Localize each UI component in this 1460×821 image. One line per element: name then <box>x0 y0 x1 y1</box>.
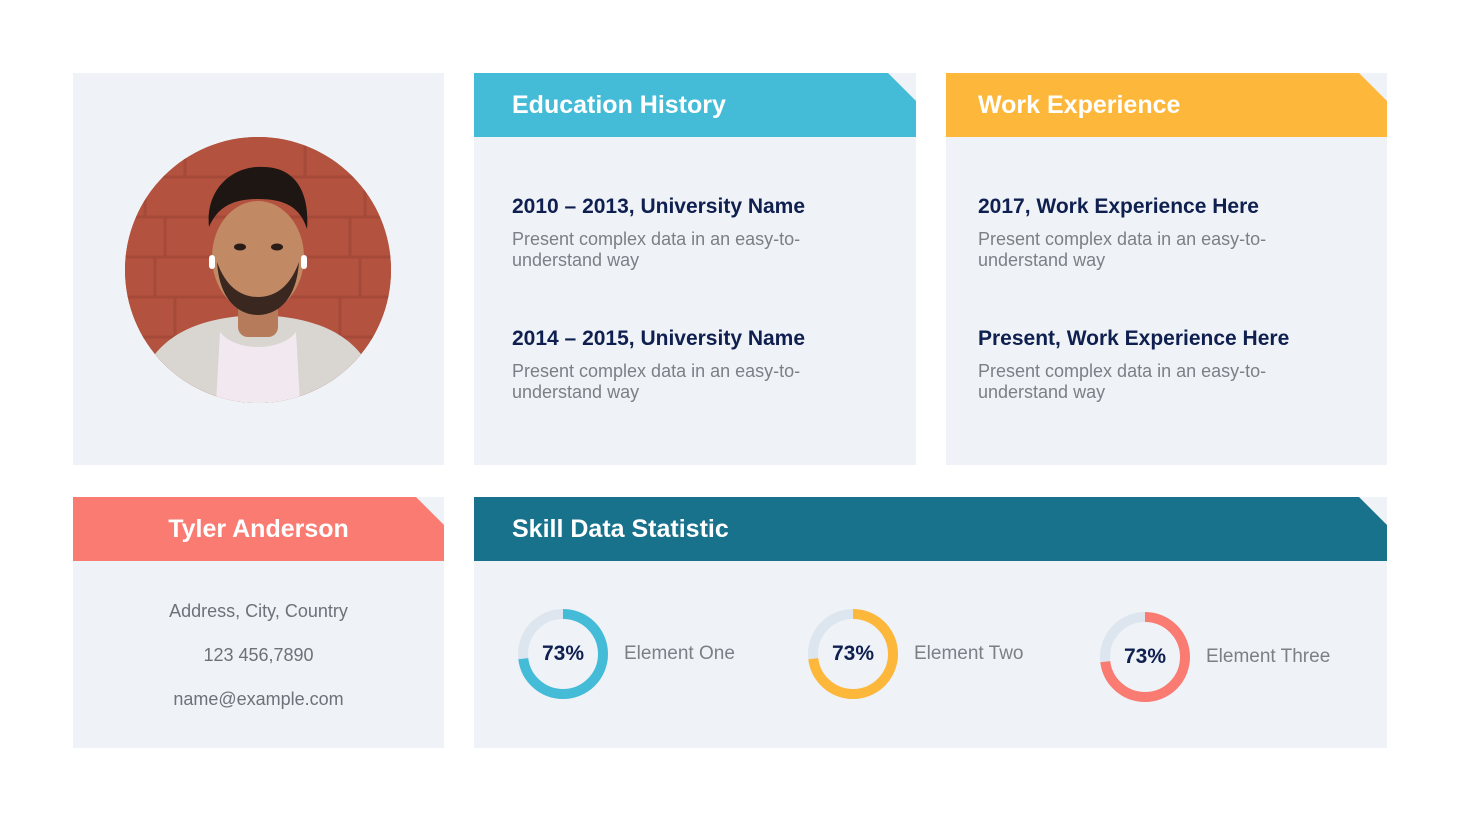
education-entry-heading: 2014 – 2015, University Name <box>512 327 806 350</box>
skill-donut-chart <box>1100 612 1190 702</box>
donut-arc <box>518 609 608 699</box>
education-panel: Education History 2010 – 2013, Universit… <box>474 73 916 465</box>
skill-panel: Skill Data Statistic 73% Element One 73%… <box>474 497 1387 748</box>
donut-arc <box>808 609 898 699</box>
education-entry: 2010 – 2013, University Name Present com… <box>512 195 872 271</box>
skill-item: 73% Element One <box>516 607 735 701</box>
work-entry: Present, Work Experience Here Present co… <box>978 327 1338 403</box>
education-entry-description: Present complex data in an easy-to-under… <box>512 361 801 402</box>
education-entry-heading: 2010 – 2013, University Name <box>512 195 806 218</box>
skill-donut: 73% <box>1098 610 1192 704</box>
email-text: name@example.com <box>173 689 344 709</box>
contact-panel: Tyler Anderson Address, City, Country 12… <box>73 497 444 748</box>
phone-text: 123 456,7890 <box>203 645 314 665</box>
avatar <box>125 137 391 403</box>
photo-panel <box>73 73 444 465</box>
donut-arc <box>1100 612 1190 702</box>
skill-percent: 73% <box>1123 645 1167 668</box>
education-entry: 2014 – 2015, University Name Present com… <box>512 327 872 403</box>
skill-item: 73% Element Two <box>806 607 1023 701</box>
skill-label: Element One <box>624 643 735 664</box>
skill-donut: 73% <box>806 607 900 701</box>
name-header: Tyler Anderson <box>73 497 444 561</box>
skill-item: 73% Element Three <box>1098 610 1330 704</box>
skill-percent: 73% <box>541 642 585 665</box>
skill-percent: 73% <box>831 642 875 665</box>
skill-donut: 73% <box>516 607 610 701</box>
work-entry-heading: 2017, Work Experience Here <box>978 195 1259 218</box>
profile-name: Tyler Anderson <box>168 514 349 543</box>
work-entry-heading: Present, Work Experience Here <box>978 327 1290 350</box>
work-title: Work Experience <box>978 90 1181 119</box>
work-entry-description: Present complex data in an easy-to-under… <box>978 361 1267 402</box>
work-panel: Work Experience 2017, Work Experience He… <box>946 73 1387 465</box>
education-entry-description: Present complex data in an easy-to-under… <box>512 229 801 270</box>
skill-header: Skill Data Statistic <box>474 497 1387 561</box>
skill-label: Element Three <box>1206 646 1331 667</box>
work-header: Work Experience <box>946 73 1387 137</box>
avatar-portrait <box>125 137 391 403</box>
work-entry-description: Present complex data in an easy-to-under… <box>978 229 1267 270</box>
skill-label: Element Two <box>914 643 1024 664</box>
education-header: Education History <box>474 73 916 137</box>
address-text: Address, City, Country <box>169 601 348 621</box>
education-title: Education History <box>512 90 726 119</box>
skill-title: Skill Data Statistic <box>512 514 729 543</box>
work-entry: 2017, Work Experience Here Present compl… <box>978 195 1338 271</box>
skill-donut-chart <box>808 609 898 699</box>
skill-donut-chart <box>518 609 608 699</box>
